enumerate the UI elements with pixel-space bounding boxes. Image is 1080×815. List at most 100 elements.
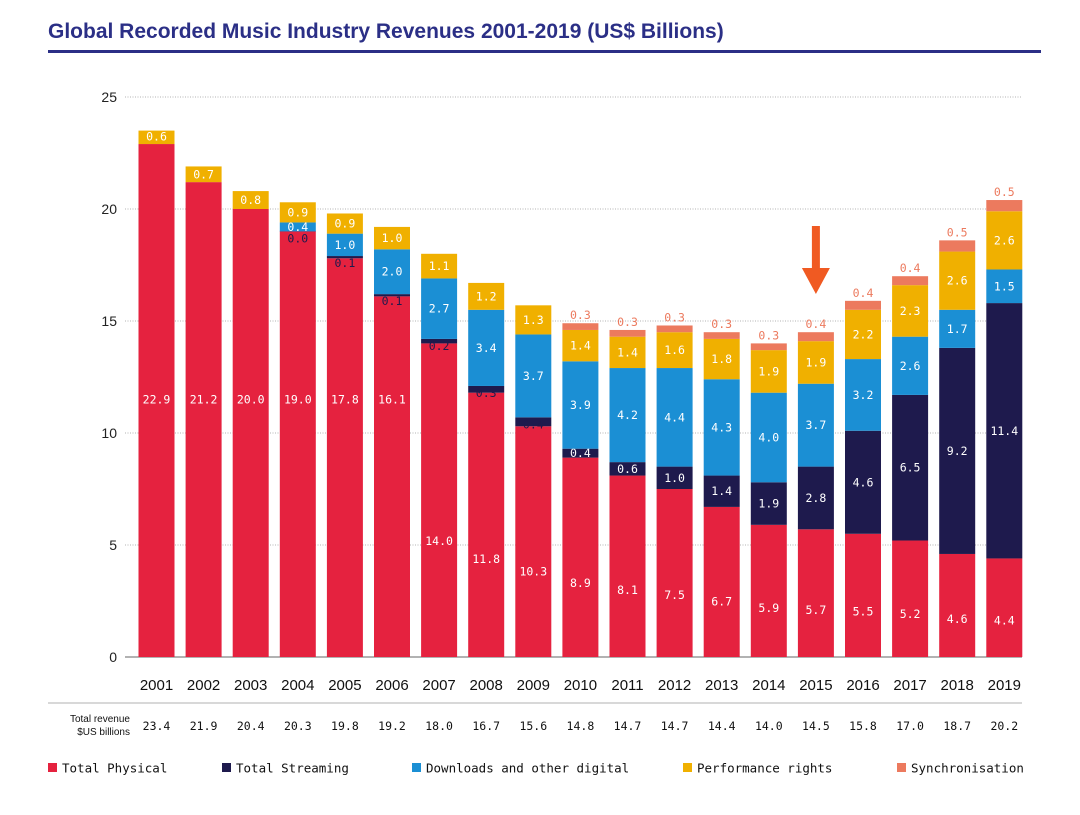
total-revenue-value: 14.7 bbox=[614, 719, 642, 733]
x-tick-label: 2009 bbox=[517, 677, 550, 694]
legend-label: Performance rights bbox=[697, 761, 832, 776]
bar-segment bbox=[468, 385, 505, 393]
bar-segment bbox=[326, 256, 363, 259]
bar-segment bbox=[515, 426, 552, 657]
legend-swatch bbox=[412, 763, 421, 772]
bar-segment bbox=[279, 202, 316, 223]
data-label: 0.9 bbox=[335, 217, 356, 231]
x-tick-label: 2002 bbox=[187, 677, 220, 694]
bar-segment bbox=[939, 347, 976, 554]
y-tick-label: 0 bbox=[109, 649, 117, 665]
data-label: 1.9 bbox=[806, 355, 827, 369]
x-tick-label: 2017 bbox=[893, 677, 926, 694]
x-tick-label: 2001 bbox=[140, 677, 173, 694]
bar-segment bbox=[326, 233, 363, 257]
bar-segment bbox=[421, 343, 458, 657]
data-label: 3.2 bbox=[853, 388, 874, 402]
x-tick-label: 2014 bbox=[752, 677, 785, 694]
legend-swatch bbox=[683, 763, 692, 772]
bar-segment bbox=[845, 300, 881, 310]
data-label: 1.3 bbox=[523, 313, 544, 327]
x-tick-label: 2003 bbox=[234, 677, 267, 694]
data-label: 5.9 bbox=[758, 601, 779, 615]
bar-segment bbox=[939, 240, 976, 252]
data-label: 20.0 bbox=[237, 392, 265, 406]
y-tick-label: 25 bbox=[101, 89, 117, 105]
x-tick-label: 2013 bbox=[705, 677, 738, 694]
x-tick-label: 2008 bbox=[470, 677, 503, 694]
bar-segment bbox=[609, 368, 646, 463]
total-revenue-value: 16.7 bbox=[472, 719, 500, 733]
bar-segment bbox=[986, 211, 1023, 270]
total-revenue-value: 20.2 bbox=[990, 719, 1018, 733]
bar-segment bbox=[421, 253, 458, 279]
bar-segment bbox=[892, 276, 929, 286]
data-label: 3.4 bbox=[476, 341, 497, 355]
data-label: 1.0 bbox=[335, 238, 356, 252]
y-tick-label: 5 bbox=[109, 537, 117, 553]
bar-segment bbox=[797, 332, 834, 342]
total-revenue-value: 19.2 bbox=[378, 719, 406, 733]
bar-segment bbox=[185, 166, 222, 183]
data-label: 5.2 bbox=[900, 607, 921, 621]
data-label: 4.2 bbox=[617, 408, 638, 422]
data-label: 3.7 bbox=[806, 418, 827, 432]
data-label: 5.5 bbox=[853, 604, 874, 618]
bar-segment bbox=[609, 336, 646, 369]
y-tick-label: 10 bbox=[101, 425, 117, 441]
total-revenue-value: 15.8 bbox=[849, 719, 877, 733]
total-revenue-value: 14.8 bbox=[567, 719, 595, 733]
bar-segment bbox=[468, 282, 505, 310]
bar-segment bbox=[845, 533, 881, 657]
data-label: 1.4 bbox=[711, 484, 732, 498]
data-label: 11.4 bbox=[990, 424, 1018, 438]
bar-segment bbox=[562, 457, 599, 657]
data-label: 16.1 bbox=[378, 392, 406, 406]
data-label: 2.3 bbox=[900, 304, 921, 318]
data-label: 1.7 bbox=[947, 322, 968, 336]
data-label: 0.3 bbox=[711, 317, 732, 331]
total-revenue-value: 20.3 bbox=[284, 719, 312, 733]
bar-segment bbox=[845, 309, 881, 360]
data-label: 2.6 bbox=[947, 274, 968, 288]
data-label: 1.5 bbox=[994, 279, 1015, 293]
data-label: 1.4 bbox=[570, 339, 591, 353]
bar-segment bbox=[326, 258, 363, 657]
legend-swatch bbox=[48, 763, 57, 772]
data-label: 1.9 bbox=[758, 364, 779, 378]
data-label: 14.0 bbox=[425, 534, 453, 548]
bar-segment bbox=[562, 323, 599, 330]
data-label: 0.8 bbox=[240, 193, 261, 207]
bar-segment bbox=[750, 343, 787, 351]
bar-segment bbox=[892, 540, 929, 657]
data-label: 4.6 bbox=[853, 475, 874, 489]
data-label: 21.2 bbox=[190, 392, 218, 406]
data-label: 1.0 bbox=[664, 471, 685, 485]
x-tick-label: 2005 bbox=[328, 677, 361, 694]
bar-segment bbox=[232, 209, 269, 657]
data-label: 2.8 bbox=[806, 491, 827, 505]
data-label: 10.3 bbox=[519, 565, 547, 579]
data-label: 1.0 bbox=[382, 231, 403, 245]
x-tick-label: 2019 bbox=[988, 677, 1021, 694]
data-label: 19.0 bbox=[284, 392, 312, 406]
bar-segment bbox=[609, 475, 646, 657]
legend-label: Total Physical bbox=[62, 761, 167, 776]
total-revenue-value: 21.9 bbox=[190, 719, 218, 733]
data-label: 6.7 bbox=[711, 594, 732, 608]
bar-segment bbox=[562, 448, 599, 458]
data-label: 0.6 bbox=[617, 462, 638, 476]
data-label: 2.0 bbox=[382, 265, 403, 279]
data-label: 0.2 bbox=[429, 339, 450, 353]
y-tick-label: 15 bbox=[101, 313, 117, 329]
x-tick-label: 2010 bbox=[564, 677, 597, 694]
x-tick-label: 2006 bbox=[375, 677, 408, 694]
data-label: 0.6 bbox=[146, 130, 167, 144]
annotation-arrow bbox=[801, 226, 830, 294]
data-label: 1.9 bbox=[758, 497, 779, 511]
data-label: 0.4 bbox=[287, 220, 308, 234]
data-label: 0.9 bbox=[287, 205, 308, 219]
bar-segment bbox=[515, 417, 552, 427]
bar-segment bbox=[232, 191, 269, 209]
bar-segment bbox=[986, 269, 1023, 304]
